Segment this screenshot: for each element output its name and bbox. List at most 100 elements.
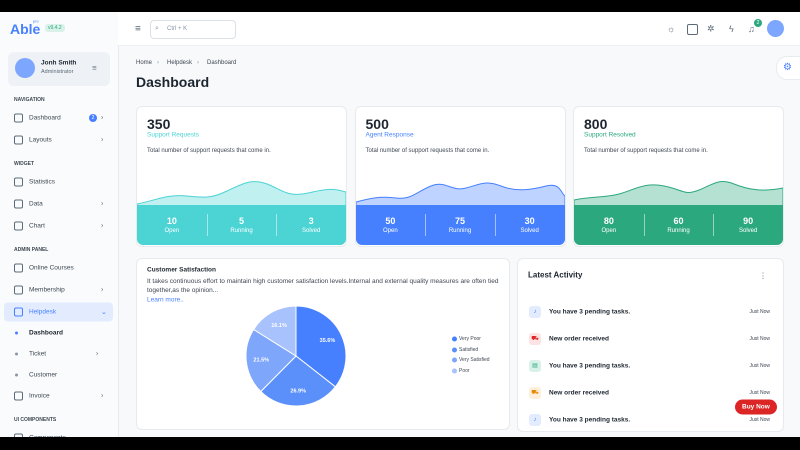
activity-text[interactable]: New order received: [549, 335, 609, 343]
pie-slice[interactable]: [260, 355, 337, 407]
user-role: Administrator: [41, 69, 74, 75]
nav-chevron[interactable]: ›: [101, 392, 104, 400]
stat-divider: [643, 214, 645, 236]
nav-chevron[interactable]: ›: [101, 222, 104, 230]
nav-item[interactable]: Layouts: [29, 136, 52, 144]
nav-item[interactable]: Statistics: [29, 178, 56, 186]
stat-label: Running: [667, 228, 690, 234]
activity-icon: ♪: [529, 306, 541, 318]
card-footer: [137, 205, 346, 245]
nav-icon: [14, 199, 23, 209]
activity-icon: ⛟: [529, 387, 541, 399]
nav-icon: [14, 307, 23, 317]
stat-value: 80: [603, 216, 614, 226]
nav-sub-item[interactable]: Ticket: [29, 350, 47, 358]
card-value: 500: [365, 116, 389, 132]
menu-toggle[interactable]: ≡: [135, 23, 141, 35]
wave-shape: [355, 182, 565, 206]
nav-section-title: WIDGET: [14, 161, 34, 167]
activity-icon: ⛟: [529, 333, 541, 345]
nav-bullet: [15, 331, 18, 335]
legend-label[interactable]: Very Satisfied: [459, 357, 490, 363]
legend-dot[interactable]: [452, 368, 457, 373]
activity-time: Just Now: [749, 417, 770, 423]
bell-icon[interactable]: ♫: [748, 24, 755, 34]
legend-dot[interactable]: [452, 347, 457, 352]
breadcrumb-sep: ›: [157, 60, 159, 66]
learn-more-link[interactable]: Learn more..: [147, 296, 184, 304]
nav-section-title: ADMIN PANEL: [14, 247, 49, 253]
activity-text[interactable]: New order received: [549, 389, 609, 397]
activity-menu[interactable]: ⋮: [759, 271, 767, 281]
stat-value: 5: [238, 216, 245, 226]
user-name: Jonh Smith: [41, 59, 77, 67]
card-wave: [574, 181, 783, 206]
legend-dot[interactable]: [452, 336, 457, 342]
nav-item[interactable]: Membership: [29, 286, 65, 294]
search-box[interactable]: [150, 20, 236, 39]
stat-label: Open: [601, 228, 617, 234]
nav-chevron[interactable]: ›: [96, 350, 99, 358]
stat-value: 10: [166, 216, 177, 226]
customizer-button[interactable]: ⚙: [776, 56, 800, 80]
user-menu-icon[interactable]: ≡: [92, 63, 97, 73]
nav-chevron[interactable]: ›: [101, 114, 104, 122]
stat-value: 30: [524, 216, 535, 226]
pie-slice[interactable]: [295, 305, 347, 388]
nav-section-title: NAVIGATION: [14, 97, 45, 103]
nav-item[interactable]: Invoice: [29, 392, 50, 400]
brand-name: Able: [10, 21, 41, 37]
flash-icon[interactable]: ϟ: [729, 24, 734, 34]
stat-label: Running: [448, 228, 472, 234]
activity-text[interactable]: You have 3 pending tasks.: [549, 416, 631, 424]
activity-icon: ▤: [529, 360, 541, 372]
language-icon[interactable]: ✲: [707, 23, 715, 34]
pie-slice[interactable]: [245, 328, 297, 393]
nav-active-bg: [4, 302, 113, 322]
activity-title: Latest Activity: [528, 270, 583, 280]
stat-divider: [713, 214, 715, 236]
brand-tag: pro: [33, 18, 39, 24]
search-icon: ⌕: [155, 25, 159, 32]
breadcrumb-item[interactable]: Helpdesk: [167, 60, 193, 66]
nav-chevron[interactable]: ⌄: [101, 309, 107, 316]
stat-label: Running: [230, 228, 253, 234]
stat-label: Open: [164, 228, 180, 234]
legend-label[interactable]: Very Poor: [459, 336, 481, 342]
breadcrumb-item: Dashboard: [207, 60, 237, 66]
nav-icon: [14, 113, 23, 123]
legend-label[interactable]: Satisfied: [459, 346, 479, 353]
nav-item[interactable]: Data: [29, 200, 43, 208]
nav-icon: [14, 391, 23, 401]
legend-label[interactable]: Poor: [459, 367, 470, 374]
activity-text[interactable]: You have 3 pending tasks.: [549, 308, 631, 316]
stat-divider: [276, 214, 278, 236]
nav-item[interactable]: Online Courses: [29, 264, 74, 272]
legend-dot[interactable]: [452, 357, 457, 363]
activity-text[interactable]: You have 3 pending tasks.: [549, 362, 631, 370]
stat-value: 50: [385, 216, 396, 226]
nav-item[interactable]: Helpdesk: [29, 308, 57, 316]
header-avatar[interactable]: [767, 20, 784, 37]
nav-bullet: [15, 352, 18, 356]
pie-slice[interactable]: [252, 305, 297, 357]
nav-chevron[interactable]: ›: [101, 200, 104, 208]
buy-now-button[interactable]: Buy Now: [735, 399, 777, 415]
stat-value: 75: [454, 216, 466, 226]
theme-icon[interactable]: ☼: [667, 24, 676, 34]
settings-icon[interactable]: [687, 24, 698, 35]
stat-value: 60: [673, 216, 684, 226]
nav-chevron[interactable]: ›: [101, 286, 104, 294]
nav-item[interactable]: Chart: [29, 222, 45, 230]
stat-label: Open: [382, 228, 398, 234]
pie-chart: 35.6% 26.9% 21.5% 16.1%: [245, 305, 347, 407]
stat-value: 3: [308, 216, 314, 226]
nav-chevron[interactable]: ›: [101, 136, 104, 144]
satisfaction-text: It takes continuous effort to maintain h…: [147, 278, 499, 294]
breadcrumb-item[interactable]: Home: [136, 60, 153, 66]
card-wave: [355, 182, 565, 206]
nav-sub-item[interactable]: Dashboard: [29, 329, 63, 337]
nav-sub-item[interactable]: Customer: [29, 371, 58, 379]
nav-badge: 2: [89, 114, 97, 122]
nav-item[interactable]: Dashboard: [29, 114, 61, 122]
